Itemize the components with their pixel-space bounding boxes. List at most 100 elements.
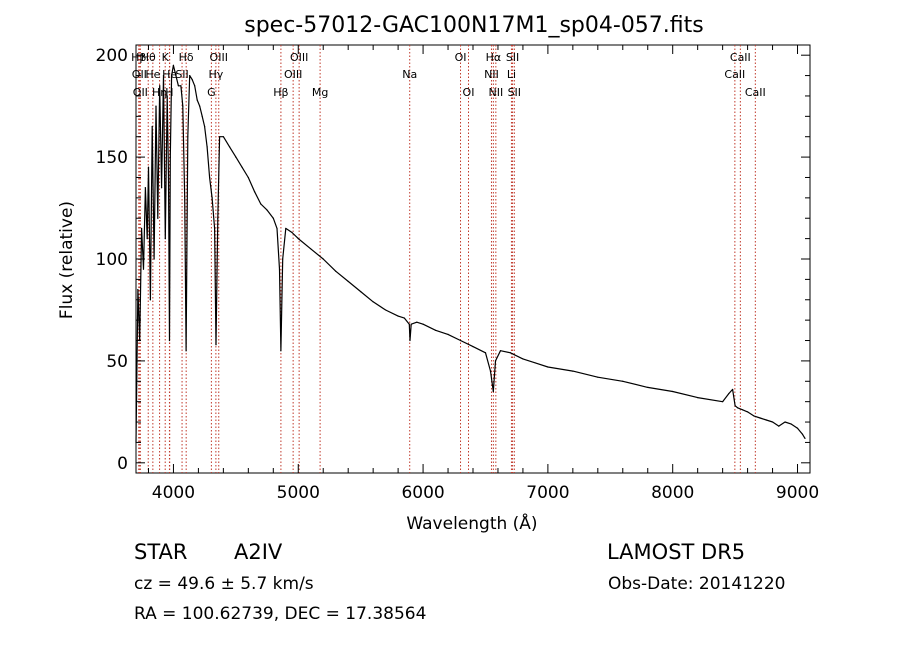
line-label: Hδ [179, 51, 194, 64]
data-point [155, 105, 157, 107]
line-label: OIII [210, 51, 228, 64]
data-point [172, 64, 175, 66]
data-point [291, 231, 293, 234]
data-point [310, 248, 312, 250]
data-point [499, 350, 502, 352]
data-point [697, 396, 699, 399]
data-point [335, 270, 337, 272]
data-point [194, 85, 196, 87]
data-point [182, 105, 184, 107]
data-point [509, 352, 512, 354]
data-point [459, 339, 462, 342]
survey-name: LAMOST DR5 [607, 540, 746, 564]
data-point [737, 407, 739, 409]
line-label: CaII [730, 51, 751, 64]
data-point [796, 427, 799, 429]
data-point [184, 197, 186, 199]
line-label: Hβ [131, 51, 146, 64]
data-point [280, 350, 282, 352]
line-label: Li [507, 68, 516, 81]
line-label: CaII [724, 68, 745, 81]
data-point [167, 176, 170, 179]
data-point [147, 166, 150, 168]
data-point [222, 136, 224, 138]
data-point [494, 360, 497, 362]
data-point [447, 333, 449, 336]
line-label: Hθ [141, 51, 156, 64]
y-axis-label: Flux (relative) [57, 201, 77, 319]
data-point [403, 317, 405, 319]
data-point [484, 352, 487, 354]
line-label: He [162, 68, 177, 81]
data-point [170, 74, 173, 77]
data-point [672, 390, 674, 393]
data-point [196, 99, 198, 101]
data-point [276, 227, 278, 230]
data-point [260, 203, 262, 205]
data-point [219, 136, 221, 138]
object-subclass: A2IV [234, 540, 283, 564]
data-point [778, 425, 780, 427]
data-point [285, 227, 287, 230]
data-point [804, 437, 806, 439]
data-point [144, 187, 146, 189]
data-point [211, 197, 213, 199]
data-point [385, 309, 387, 311]
data-point [416, 321, 418, 323]
line-label: G [207, 86, 216, 99]
data-point [266, 209, 268, 211]
data-point [522, 358, 524, 360]
line-label: OII [132, 68, 147, 81]
y-tick-label: 50 [106, 352, 128, 372]
data-point [157, 217, 159, 219]
data-point [422, 323, 424, 325]
line-label: NII [484, 68, 499, 81]
y-tick-label: 100 [96, 250, 128, 270]
data-point [137, 288, 139, 291]
data-point [360, 291, 362, 293]
line-label: K [162, 51, 170, 64]
data-point [408, 323, 410, 325]
data-point [166, 95, 168, 97]
data-point [765, 419, 767, 421]
line-label: SII [175, 68, 188, 81]
y-tick-label: 200 [96, 46, 128, 66]
x-tick-label: 9000 [776, 483, 819, 503]
line-label: H [165, 86, 173, 99]
data-point [409, 339, 411, 342]
data-point [209, 176, 211, 179]
data-point [146, 238, 148, 240]
data-point [322, 258, 324, 260]
data-point [746, 411, 749, 413]
data-point [784, 421, 786, 423]
data-point [169, 156, 171, 158]
data-point [742, 409, 744, 411]
spectrum-series [135, 64, 806, 444]
data-point [790, 423, 792, 425]
data-point [159, 85, 161, 87]
data-point [175, 74, 177, 77]
data-point [647, 386, 649, 388]
obs-date: Obs-Date: 20141220 [608, 574, 786, 594]
data-point [201, 115, 203, 117]
data-point [489, 370, 492, 372]
data-point [572, 370, 574, 372]
x-tick-label: 6000 [401, 483, 444, 503]
data-point [180, 85, 182, 87]
data-point [217, 217, 219, 219]
data-point [187, 136, 189, 138]
line-label: Hβ [273, 86, 288, 99]
data-point [206, 146, 208, 148]
data-point [253, 191, 256, 193]
data-point [753, 415, 755, 417]
data-point [241, 166, 243, 168]
y-tick-label: 150 [96, 148, 128, 168]
data-point [204, 125, 206, 128]
data-point [229, 146, 231, 148]
line-label: Mg [312, 86, 328, 99]
line-label: Na [402, 68, 417, 81]
x-axis-label: Wavelength (Å) [406, 512, 537, 534]
data-point [272, 217, 274, 219]
data-point [347, 280, 349, 283]
data-point [282, 258, 284, 260]
